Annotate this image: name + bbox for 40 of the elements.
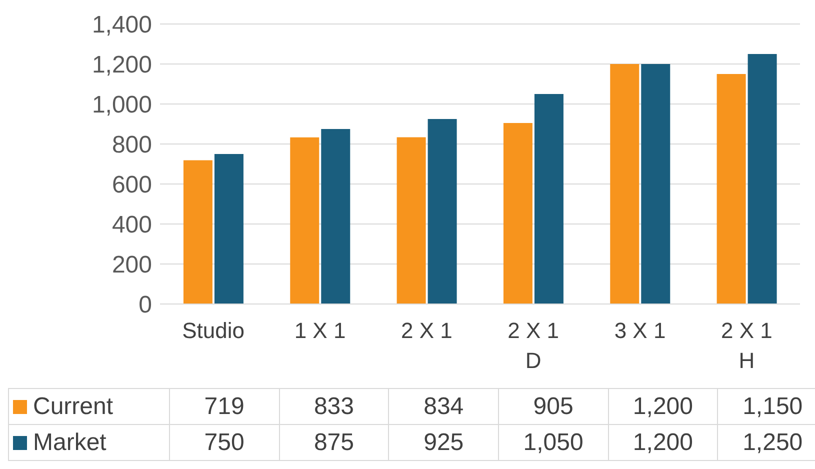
- x-tick-label: 2 X 1 H: [720, 318, 772, 373]
- bar: [534, 94, 564, 304]
- y-tick-label: 800: [112, 132, 152, 159]
- data-label: 1,200: [608, 388, 718, 424]
- data-label: 833: [279, 388, 389, 424]
- data-label: 719: [170, 388, 280, 424]
- y-tick-label: 0: [138, 292, 152, 319]
- y-tick-label: 1,200: [92, 52, 152, 79]
- data-label: 1,050: [498, 424, 608, 460]
- x-tick-label: Studio: [182, 318, 245, 343]
- x-tick-label: 1 X 1: [294, 318, 346, 343]
- bar: [716, 74, 746, 304]
- data-label: 875: [279, 424, 389, 460]
- x-tick-label: 2 X 1: [400, 318, 452, 343]
- bar: [610, 64, 640, 304]
- data-label: 925: [388, 424, 498, 460]
- bar: [503, 123, 532, 304]
- bar: [290, 137, 320, 304]
- bar: [641, 64, 670, 304]
- bar: [428, 119, 457, 304]
- y-tick-label: 600: [112, 172, 152, 199]
- data-label: 905: [498, 388, 608, 424]
- bar: [321, 129, 350, 304]
- bar: [214, 154, 244, 304]
- x-tick-label: 2 X 1 D: [508, 318, 560, 373]
- data-label: 1,150: [718, 388, 815, 424]
- data-label: 834: [388, 388, 498, 424]
- bar: [396, 137, 426, 304]
- y-tick-label: 200: [112, 252, 152, 279]
- y-tick-label: 400: [112, 212, 152, 239]
- legend-label: Market: [8, 424, 170, 460]
- bar: [183, 160, 212, 304]
- data-label: 1,250: [718, 424, 815, 460]
- x-tick-label: 3 X 1: [614, 318, 666, 343]
- data-label: 1,200: [608, 424, 718, 460]
- data-label: 750: [170, 424, 280, 460]
- y-tick-label: 1,000: [92, 92, 152, 119]
- legend-label: Current: [8, 388, 170, 424]
- bar: [748, 54, 777, 304]
- y-tick-label: 1,400: [92, 12, 152, 39]
